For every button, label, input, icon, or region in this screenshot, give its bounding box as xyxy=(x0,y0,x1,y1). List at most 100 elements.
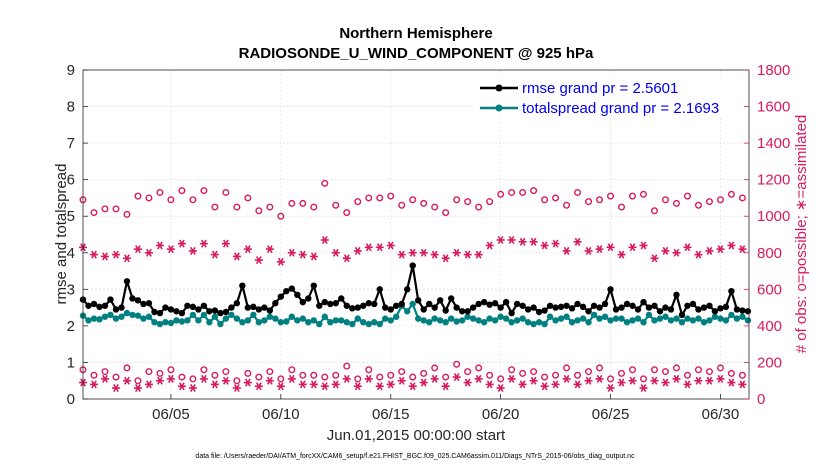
obs-assimilated-upper-point-d2-14 xyxy=(233,252,240,261)
obs-assimilated-lower-point-17 xyxy=(265,376,274,385)
rmse-point-16 xyxy=(167,306,175,313)
obs-possible-lower-point-58 xyxy=(716,364,724,372)
obs-assimilated-lower-point-36 xyxy=(474,374,483,383)
obs-assimilated-upper-point-d2-20 xyxy=(299,250,306,259)
totalspread-point-49 xyxy=(349,320,356,328)
totalspread-point-111 xyxy=(689,317,697,324)
totalspread-point-63 xyxy=(425,319,433,326)
rmse-point-101 xyxy=(634,306,642,313)
obs-possible-upper-point-22 xyxy=(321,179,329,187)
obs-assimilated-upper-point-d2-24 xyxy=(343,254,350,263)
obs-assimilated-upper-point-2 xyxy=(100,252,109,261)
obs-possible-upper-point-23 xyxy=(332,201,340,209)
obs-assimilated-lower-point-49 xyxy=(617,378,626,387)
rmse-point-111 xyxy=(689,300,697,308)
obs-possible-upper-point-17 xyxy=(266,203,274,211)
obs-possible-upper-point-53 xyxy=(661,196,669,204)
rmse-point-72 xyxy=(475,300,482,308)
obs-assimilated-lower-point-27 xyxy=(375,382,384,391)
obs-assimilated-lower-point-29 xyxy=(397,376,406,385)
obs-possible-lower-point-42 xyxy=(541,373,549,381)
totalspread-point-107 xyxy=(667,317,675,324)
obs-assimilated-upper-point-4 xyxy=(122,254,131,263)
obs-assimilated-upper-point-40 xyxy=(518,237,527,246)
obs-possible-lower-point-18 xyxy=(277,375,285,383)
x-axis-ticks: 06/05 06/10 06/15 06/20 06/25 06/30 xyxy=(152,394,739,423)
obs-possible-lower-point-22 xyxy=(321,373,329,381)
footnote: data file: /Users/raeder/DAI/ATM_forcXX/… xyxy=(195,453,635,460)
obs-assimilated-lower-point-39 xyxy=(507,374,516,383)
obs-assimilated-lower-point-14 xyxy=(232,384,241,393)
obs-possible-upper-point-27 xyxy=(376,194,384,202)
rmse-point-119 xyxy=(733,306,741,313)
obs-assimilated-lower-point-18 xyxy=(276,382,285,391)
rmse-point-70 xyxy=(464,308,471,315)
obs-assimilated-lower-point-3 xyxy=(111,384,120,393)
obs-assimilated-upper-point-d2-8 xyxy=(168,245,174,254)
obs-assimilated-upper-point-22 xyxy=(320,235,329,245)
rmse-point-4 xyxy=(101,302,109,309)
rmse-point-5 xyxy=(107,296,114,303)
rmse-point-116 xyxy=(717,305,724,312)
obs-assimilated-upper-point-d2-1 xyxy=(91,250,97,259)
obs-assimilated-lower-point-23 xyxy=(331,380,340,389)
obs-assimilated-upper-point-d2-25 xyxy=(354,246,361,255)
obs-assimilated-upper-point-3 xyxy=(111,250,120,259)
obs-assimilated-upper-point-d2-44 xyxy=(563,246,570,255)
obs-possible-lower-point-52 xyxy=(650,366,658,374)
axes-box xyxy=(82,69,750,400)
obs-possible-upper-point-36 xyxy=(475,203,483,211)
obs-assimilated-upper-point-45 xyxy=(573,237,582,246)
obs-assimilated-upper-point-58 xyxy=(716,245,725,254)
obs-possible-upper-point-50 xyxy=(629,192,637,200)
right-tick-label-2: 400 xyxy=(757,318,782,335)
obs-possible-upper-point-47 xyxy=(596,196,604,204)
obs-assimilated-upper-point-38 xyxy=(496,235,505,245)
rmse-point-112 xyxy=(695,306,702,313)
obs-possible-lower-point-40 xyxy=(519,369,527,377)
obs-assimilated-upper-point-d2-39 xyxy=(508,235,515,245)
totalspread-point-66 xyxy=(442,319,449,326)
obs-assimilated-upper-point-d2-2 xyxy=(102,252,108,261)
totalspread-point-50 xyxy=(354,315,361,322)
obs-assimilated-upper-point-48 xyxy=(606,243,615,252)
obs-assimilated-upper-point-d2-19 xyxy=(288,248,295,257)
totalspread-point-84 xyxy=(541,320,548,328)
legend-rmse-label: rmse grand pr = 2.5601 xyxy=(522,80,678,97)
obs-assimilated-upper-point-55 xyxy=(683,243,692,252)
obs-possible-upper-point-9 xyxy=(178,187,186,195)
totalspread-point-30 xyxy=(244,317,252,324)
rmse-point-92 xyxy=(585,308,592,315)
totalspread-point-43 xyxy=(316,320,323,328)
totalspread-point-76 xyxy=(497,313,504,320)
obs-possible-upper-point-1 xyxy=(90,209,98,217)
obs-assimilated-upper-point-d2-23 xyxy=(332,248,339,257)
obs-assimilated-lower-point-d2-4 xyxy=(124,376,130,385)
rmse-point-95 xyxy=(601,300,609,308)
obs-possible-lower-point-12 xyxy=(211,371,219,379)
totalspread-point-65 xyxy=(436,317,444,324)
obs-possible-upper-point-34 xyxy=(453,196,461,204)
y-tick-label-1: 1 xyxy=(67,354,75,371)
obs-assimilated-lower-point-8 xyxy=(166,374,175,383)
obs-assimilated-lower-point-38 xyxy=(496,384,505,393)
rmse-point-30 xyxy=(244,304,252,311)
totalspread-point-45 xyxy=(327,319,334,326)
rmse-point-67 xyxy=(447,295,455,302)
x-tick-label-0: 06/05 xyxy=(152,406,190,423)
obs-possible-upper-point-59 xyxy=(727,190,735,198)
y-tick-label-2: 2 xyxy=(67,318,75,335)
obs-possible-lower-point-6 xyxy=(145,368,153,376)
obs-assimilated-upper-point-29 xyxy=(397,250,406,259)
obs-possible-lower-point-43 xyxy=(552,371,560,379)
obs-assimilated-upper-point-33 xyxy=(441,254,450,263)
obs-assimilated-upper-point-d2-49 xyxy=(618,250,625,259)
rmse-point-104 xyxy=(651,302,658,309)
totalspread-point-62 xyxy=(420,317,427,324)
rmse-point-66 xyxy=(442,307,449,314)
totalspread-point-69 xyxy=(458,317,466,324)
obs-assimilated-lower-point-d2-52 xyxy=(651,376,658,385)
obs-assimilated-upper-point-d2-13 xyxy=(222,239,229,248)
rmse-point-8 xyxy=(123,278,131,285)
obs-assimilated-upper-point-24 xyxy=(342,254,351,263)
